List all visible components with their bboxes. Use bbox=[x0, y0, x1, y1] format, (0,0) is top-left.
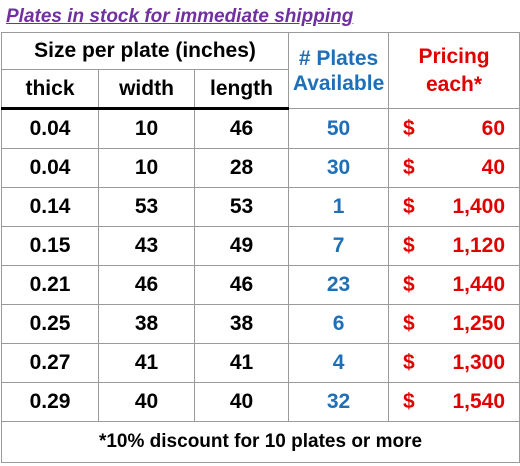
footer-note: *10% discount for 10 plates or more bbox=[0, 421, 520, 463]
price-cell: $1,440 bbox=[388, 265, 520, 305]
header-line: each* bbox=[426, 72, 483, 96]
price-cell: $1,120 bbox=[388, 226, 520, 266]
price-cell: $60 bbox=[388, 108, 520, 149]
cell: 38 bbox=[98, 304, 195, 344]
cell: 43 bbox=[98, 226, 195, 266]
column-header: length bbox=[193, 69, 290, 110]
cell: 6 bbox=[288, 304, 390, 344]
header-line: Available bbox=[292, 71, 385, 95]
header-line: Pricing bbox=[418, 44, 490, 68]
footer-row: *10% discount for 10 plates or more bbox=[0, 421, 520, 463]
header-line: # Plates bbox=[298, 46, 379, 70]
cell: 23 bbox=[288, 265, 390, 305]
price: 60 bbox=[481, 116, 506, 140]
cell: 30 bbox=[288, 148, 390, 188]
cell: 46 bbox=[193, 265, 290, 305]
cell: 0.25 bbox=[1, 304, 99, 344]
cell: 53 bbox=[98, 187, 195, 227]
cell: 0.29 bbox=[1, 382, 99, 422]
title: Plates in stock for immediate shipping bbox=[6, 6, 354, 27]
cell: 1 bbox=[288, 187, 390, 227]
data-row: 0.27 41 41 4 $1,300 bbox=[1, 343, 520, 383]
cell: 38 bbox=[193, 304, 290, 344]
cell: 10 bbox=[98, 148, 195, 188]
plates-header: # Plates Available bbox=[288, 32, 390, 109]
currency: $ bbox=[403, 312, 415, 335]
pricing-header: Pricing each* bbox=[388, 32, 520, 109]
cell: 46 bbox=[98, 265, 195, 305]
cell: 28 bbox=[193, 148, 290, 188]
cell: 7 bbox=[288, 226, 390, 266]
price-cell: $1,540 bbox=[388, 382, 520, 422]
cell: 50 bbox=[288, 108, 390, 149]
cell: 0.27 bbox=[1, 343, 99, 383]
cell: 53 bbox=[193, 187, 290, 227]
cell: 41 bbox=[98, 343, 195, 383]
stock-table: Size per plate (inches) # Plates Availabl… bbox=[0, 32, 520, 463]
price: 1,400 bbox=[452, 195, 506, 218]
cell: 0.14 bbox=[1, 187, 99, 227]
data-row: 0.25 38 38 6 $1,250 bbox=[1, 304, 520, 344]
price-cell: $1,250 bbox=[388, 304, 520, 344]
cell: 40 bbox=[193, 382, 290, 422]
price-cell: $1,400 bbox=[388, 187, 520, 227]
cell: 40 bbox=[98, 382, 195, 422]
cell: 4 bbox=[288, 343, 390, 383]
currency: $ bbox=[403, 273, 415, 296]
column-header: width bbox=[98, 69, 195, 110]
cell: 0.04 bbox=[1, 108, 99, 149]
price-cell: $40 bbox=[388, 148, 520, 188]
price: 1,300 bbox=[452, 351, 506, 374]
price: 1,540 bbox=[452, 390, 506, 413]
price: 1,440 bbox=[452, 273, 506, 296]
cell: 0.04 bbox=[1, 148, 99, 188]
cell: 10 bbox=[98, 108, 195, 149]
price: 40 bbox=[481, 156, 506, 179]
cell: 49 bbox=[193, 226, 290, 266]
price-cell: $1,300 bbox=[388, 343, 520, 383]
header-row: thick width length bbox=[1, 69, 520, 110]
cell: 0.15 bbox=[1, 226, 99, 266]
data-row: 0.04 10 46 50 $60 bbox=[1, 108, 520, 149]
price: 1,250 bbox=[452, 312, 506, 335]
data-row: 0.29 40 40 32 $1,540 bbox=[1, 382, 520, 422]
group-header: Size per plate (inches) bbox=[0, 32, 290, 70]
cell: 0.21 bbox=[1, 265, 99, 305]
column-header: thick bbox=[1, 69, 99, 110]
currency: $ bbox=[403, 116, 415, 140]
data-row: 0.14 53 53 1 $1,400 bbox=[1, 187, 520, 227]
currency: $ bbox=[403, 156, 415, 179]
price: 1,120 bbox=[452, 234, 506, 257]
currency: $ bbox=[403, 195, 415, 218]
data-row: 0.15 43 49 7 $1,120 bbox=[1, 226, 520, 266]
data-row: 0.21 46 46 23 $1,440 bbox=[1, 265, 520, 305]
header-row: Size per plate (inches) # Plates Availabl… bbox=[0, 32, 520, 109]
currency: $ bbox=[403, 234, 415, 257]
currency: $ bbox=[403, 351, 415, 374]
currency: $ bbox=[403, 390, 415, 413]
cell: 32 bbox=[288, 382, 390, 422]
cell: 41 bbox=[193, 343, 290, 383]
cell: 46 bbox=[193, 108, 290, 149]
data-row: 0.04 10 28 30 $40 bbox=[1, 148, 520, 188]
